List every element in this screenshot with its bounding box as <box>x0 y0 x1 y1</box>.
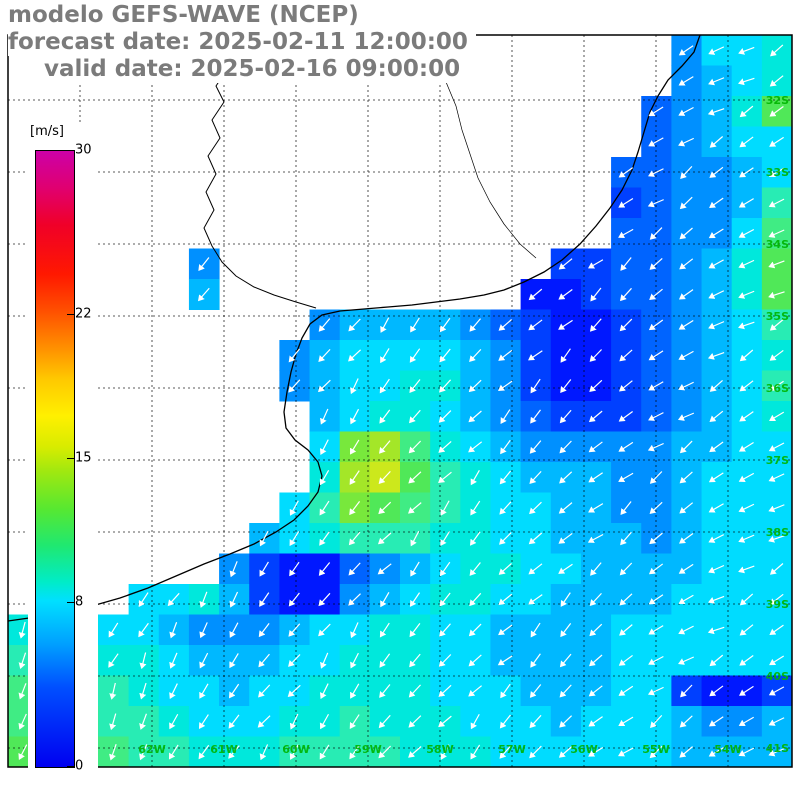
lon-label: 57W <box>498 743 525 756</box>
lat-label: 32S <box>766 94 789 107</box>
colorbar-tick-mark <box>67 150 74 151</box>
lon-label: 54W <box>714 743 741 756</box>
model-title: modelo GEFS-WAVE (NCEP) <box>8 2 367 29</box>
lat-label: 34S <box>766 238 789 251</box>
gridline-layer <box>8 35 792 767</box>
colorbar-tick-label: 30 <box>75 142 92 158</box>
lat-label: 39S <box>766 598 789 611</box>
wind-arrow-layer <box>18 44 785 761</box>
colorbar-tick-label: 22 <box>75 306 92 322</box>
colorbar: [m/s] 30 22 15 8 0 <box>28 124 98 780</box>
colorbar-tick-mark <box>67 766 74 767</box>
colorbar-tick-label: 0 <box>75 758 84 774</box>
colorbar-tick-mark <box>67 458 74 459</box>
valid-date-label: valid date: 2025-02-16 09:00:00 <box>44 56 469 83</box>
lat-label: 41S <box>766 742 789 755</box>
lon-label: 61W <box>210 743 237 756</box>
colorbar-tick-mark <box>67 314 74 316</box>
colorbar-tick-label: 15 <box>75 450 92 466</box>
lat-label: 38S <box>766 526 789 539</box>
lon-label: 55W <box>642 743 669 756</box>
forecast-date-label: forecast date: 2025-02-11 12:00:00 <box>8 29 476 56</box>
lat-label: 37S <box>766 454 789 467</box>
lon-label: 62W <box>138 743 165 756</box>
wave-cell-layer <box>8 35 793 768</box>
lon-label: 59W <box>354 743 381 756</box>
colorbar-gradient <box>35 150 75 768</box>
lon-label: 58W <box>426 743 453 756</box>
lat-label: 40S <box>766 670 789 683</box>
colorbar-tick-label: 8 <box>75 594 84 610</box>
map-header: modelo GEFS-WAVE (NCEP) forecast date: 2… <box>8 2 476 83</box>
colorbar-tick-mark <box>67 601 74 603</box>
lat-label: 35S <box>766 310 789 323</box>
lat-label: 33S <box>766 166 789 179</box>
lon-label: 56W <box>570 743 597 756</box>
lat-label: 36S <box>766 382 789 395</box>
lon-label: 60W <box>282 743 309 756</box>
axis-label-layer: 32S33S34S35S36S37S38S39S40S41S63W62W61W6… <box>66 94 789 756</box>
colorbar-unit-label: [m/s] <box>30 124 64 139</box>
